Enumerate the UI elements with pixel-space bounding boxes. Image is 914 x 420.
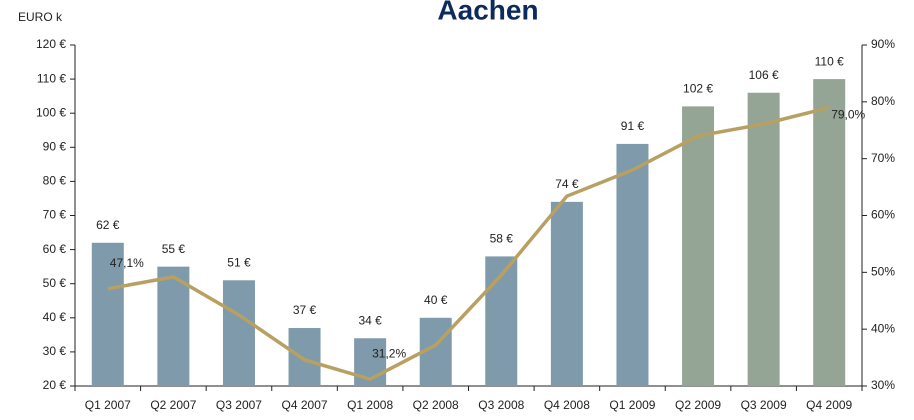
x-tick-label: Q2 2007 (150, 398, 196, 412)
bar-value-label: 62 € (96, 218, 120, 232)
bar-value-label: 37 € (293, 303, 317, 317)
x-tick-label: Q4 2009 (806, 398, 852, 412)
y-tick-label: 80 € (43, 174, 67, 188)
bar-value-label: 55 € (162, 242, 186, 256)
y-tick-label: 90 € (43, 139, 67, 153)
bar (485, 256, 518, 386)
bar-value-label: 51 € (227, 255, 251, 269)
x-tick-label: Q2 2009 (675, 398, 721, 412)
x-tick-label: Q4 2008 (544, 398, 590, 412)
y2-tick-label: 50% (871, 265, 895, 279)
line-value-label: 47,1% (110, 256, 144, 270)
x-tick-label: Q1 2007 (85, 398, 131, 412)
bar (550, 201, 583, 386)
bar-value-label: 74 € (555, 177, 579, 191)
bar (813, 79, 846, 386)
bar (616, 143, 649, 386)
bar (91, 242, 124, 386)
chart-title: Aachen (437, 0, 538, 25)
x-tick-label: Q1 2009 (609, 398, 655, 412)
x-tick-label: Q4 2007 (282, 398, 328, 412)
bar (747, 92, 780, 387)
x-tick-label: Q3 2009 (741, 398, 787, 412)
y-tick-label: 120 € (36, 37, 66, 51)
y-tick-label: 50 € (43, 276, 67, 290)
y-tick-label: 30 € (43, 344, 67, 358)
bar (682, 106, 715, 386)
y2-tick-label: 30% (871, 378, 895, 392)
line-value-label: 31,2% (372, 346, 406, 360)
x-tick-label: Q2 2008 (413, 398, 459, 412)
bar-value-label: 40 € (424, 293, 448, 307)
y-tick-label: 40 € (43, 310, 67, 324)
y-tick-label: 70 € (43, 208, 67, 222)
y2-tick-label: 60% (871, 208, 895, 222)
bar (222, 280, 255, 386)
y2-tick-label: 80% (871, 94, 895, 108)
bar-value-label: 91 € (621, 119, 645, 133)
bar-value-label: 106 € (749, 68, 779, 82)
bar (157, 266, 190, 386)
bar-value-label: 102 € (683, 82, 713, 96)
x-tick-label: Q3 2008 (478, 398, 524, 412)
x-tick-label: Q3 2007 (216, 398, 262, 412)
y2-tick-label: 90% (871, 37, 895, 51)
y-axis-label: EURO k (18, 10, 63, 24)
x-tick-label: Q1 2008 (347, 398, 393, 412)
bar-value-label: 58 € (490, 232, 514, 246)
y-tick-label: 60 € (43, 242, 67, 256)
y-tick-label: 20 € (43, 378, 67, 392)
bar (288, 328, 321, 386)
bar-value-label: 34 € (358, 313, 382, 327)
y-tick-label: 110 € (37, 71, 66, 85)
bar-value-label: 110 € (815, 54, 844, 68)
y2-tick-label: 40% (871, 321, 895, 335)
line-value-label: 79,0% (831, 108, 865, 122)
y-tick-label: 100 € (36, 105, 66, 119)
y2-tick-label: 70% (871, 151, 895, 165)
line (107, 105, 830, 382)
